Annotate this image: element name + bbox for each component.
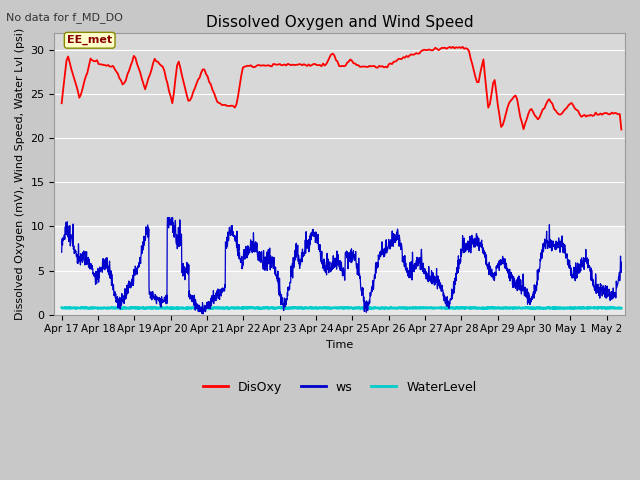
Text: No data for f_MD_DO: No data for f_MD_DO <box>6 12 124 23</box>
Bar <box>54 33 625 227</box>
Title: Dissolved Oxygen and Wind Speed: Dissolved Oxygen and Wind Speed <box>206 15 474 30</box>
Y-axis label: Dissolved Oxygen (mV), Wind Speed, Water Lvl (psi): Dissolved Oxygen (mV), Wind Speed, Water… <box>15 27 25 320</box>
Legend: DisOxy, ws, WaterLevel: DisOxy, ws, WaterLevel <box>198 375 481 398</box>
Text: EE_met: EE_met <box>67 35 112 46</box>
X-axis label: Time: Time <box>326 340 353 350</box>
